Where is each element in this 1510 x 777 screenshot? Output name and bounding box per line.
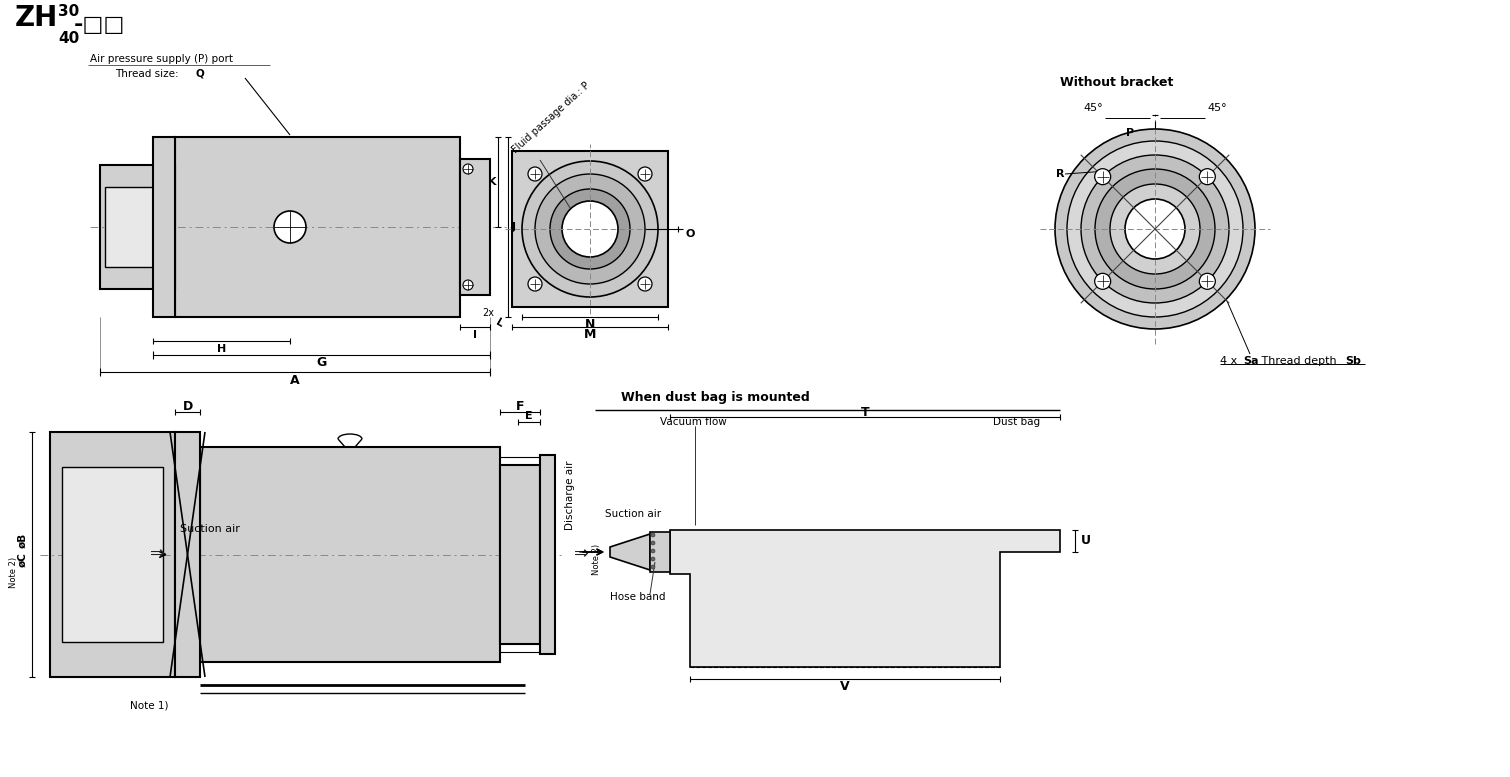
Text: Discharge air: Discharge air <box>565 460 575 529</box>
Bar <box>461 159 491 295</box>
Text: Note 2): Note 2) <box>9 557 18 588</box>
Text: 4 x: 4 x <box>1220 356 1241 366</box>
Bar <box>106 187 171 267</box>
Text: ZH: ZH <box>15 4 59 32</box>
Circle shape <box>1125 199 1185 259</box>
Text: N: N <box>584 319 595 332</box>
Circle shape <box>273 211 307 243</box>
Text: Thread size:: Thread size: <box>115 69 181 79</box>
Text: G: G <box>317 357 326 370</box>
Circle shape <box>639 167 652 181</box>
Polygon shape <box>670 530 1060 667</box>
Text: J: J <box>512 222 516 232</box>
Bar <box>50 432 175 677</box>
Circle shape <box>1055 129 1255 329</box>
Bar <box>541 455 556 654</box>
Text: D: D <box>183 399 193 413</box>
Text: Fluid passage dia.: P: Fluid passage dia.: P <box>510 80 592 155</box>
Bar <box>175 432 199 677</box>
Circle shape <box>1095 169 1216 289</box>
Bar <box>199 447 500 662</box>
Bar <box>500 465 541 644</box>
Bar <box>512 151 667 307</box>
Circle shape <box>639 277 652 291</box>
Text: Vacuum flow: Vacuum flow <box>660 417 726 427</box>
Text: 40: 40 <box>57 31 79 46</box>
Circle shape <box>1081 155 1229 303</box>
Text: F: F <box>516 399 524 413</box>
Text: A: A <box>290 374 300 386</box>
Text: U: U <box>1081 535 1092 548</box>
Text: Hose band: Hose band <box>610 592 666 602</box>
Text: Note 1): Note 1) <box>130 700 169 710</box>
Text: ⇒: ⇒ <box>151 545 166 563</box>
Bar <box>62 467 163 642</box>
Bar <box>100 165 175 289</box>
Circle shape <box>651 541 655 545</box>
Circle shape <box>651 533 655 537</box>
Circle shape <box>651 565 655 569</box>
Text: ⇒: ⇒ <box>574 545 589 563</box>
Circle shape <box>522 161 658 297</box>
Text: P: P <box>1126 128 1134 138</box>
Text: øB: øB <box>17 533 27 548</box>
Text: R: R <box>1055 169 1065 179</box>
Circle shape <box>1110 184 1200 274</box>
Text: L: L <box>494 317 504 329</box>
Text: 30: 30 <box>57 4 79 19</box>
Bar <box>153 137 175 317</box>
Text: øC: øC <box>17 552 27 567</box>
Text: M: M <box>584 329 596 342</box>
Circle shape <box>550 189 630 269</box>
Circle shape <box>562 201 618 257</box>
Circle shape <box>528 277 542 291</box>
Text: H: H <box>217 344 226 354</box>
Polygon shape <box>610 534 649 570</box>
Text: Suction air: Suction air <box>180 524 240 535</box>
Text: -□□: -□□ <box>74 15 125 35</box>
Text: 45°: 45° <box>1083 103 1102 113</box>
Text: 2x: 2x <box>482 308 494 318</box>
Text: O: O <box>686 229 696 239</box>
Text: K: K <box>488 177 497 187</box>
Text: 45°: 45° <box>1206 103 1226 113</box>
Circle shape <box>528 167 542 181</box>
Circle shape <box>1199 274 1216 289</box>
Text: Thread depth: Thread depth <box>1258 356 1341 366</box>
Text: Air pressure supply (P) port: Air pressure supply (P) port <box>91 54 233 64</box>
Text: I: I <box>473 330 477 340</box>
Bar <box>175 137 461 317</box>
Circle shape <box>464 164 473 174</box>
Bar <box>649 532 670 572</box>
Circle shape <box>535 174 645 284</box>
Text: Dust bag: Dust bag <box>994 417 1040 427</box>
Circle shape <box>651 557 655 561</box>
Text: Note 2): Note 2) <box>592 544 601 575</box>
Text: E: E <box>525 411 533 421</box>
Circle shape <box>1095 274 1111 289</box>
Text: Without bracket: Without bracket <box>1060 75 1173 89</box>
Text: When dust bag is mounted: When dust bag is mounted <box>621 391 809 404</box>
Circle shape <box>1199 169 1216 185</box>
Text: Q: Q <box>196 69 205 79</box>
Circle shape <box>1095 169 1111 185</box>
Text: Sb: Sb <box>1345 356 1361 366</box>
Text: T: T <box>861 406 870 419</box>
Circle shape <box>651 549 655 553</box>
Text: Suction air: Suction air <box>606 509 661 519</box>
Circle shape <box>464 280 473 290</box>
Circle shape <box>1068 141 1243 317</box>
Text: V: V <box>840 681 850 694</box>
Text: Sa: Sa <box>1243 356 1258 366</box>
